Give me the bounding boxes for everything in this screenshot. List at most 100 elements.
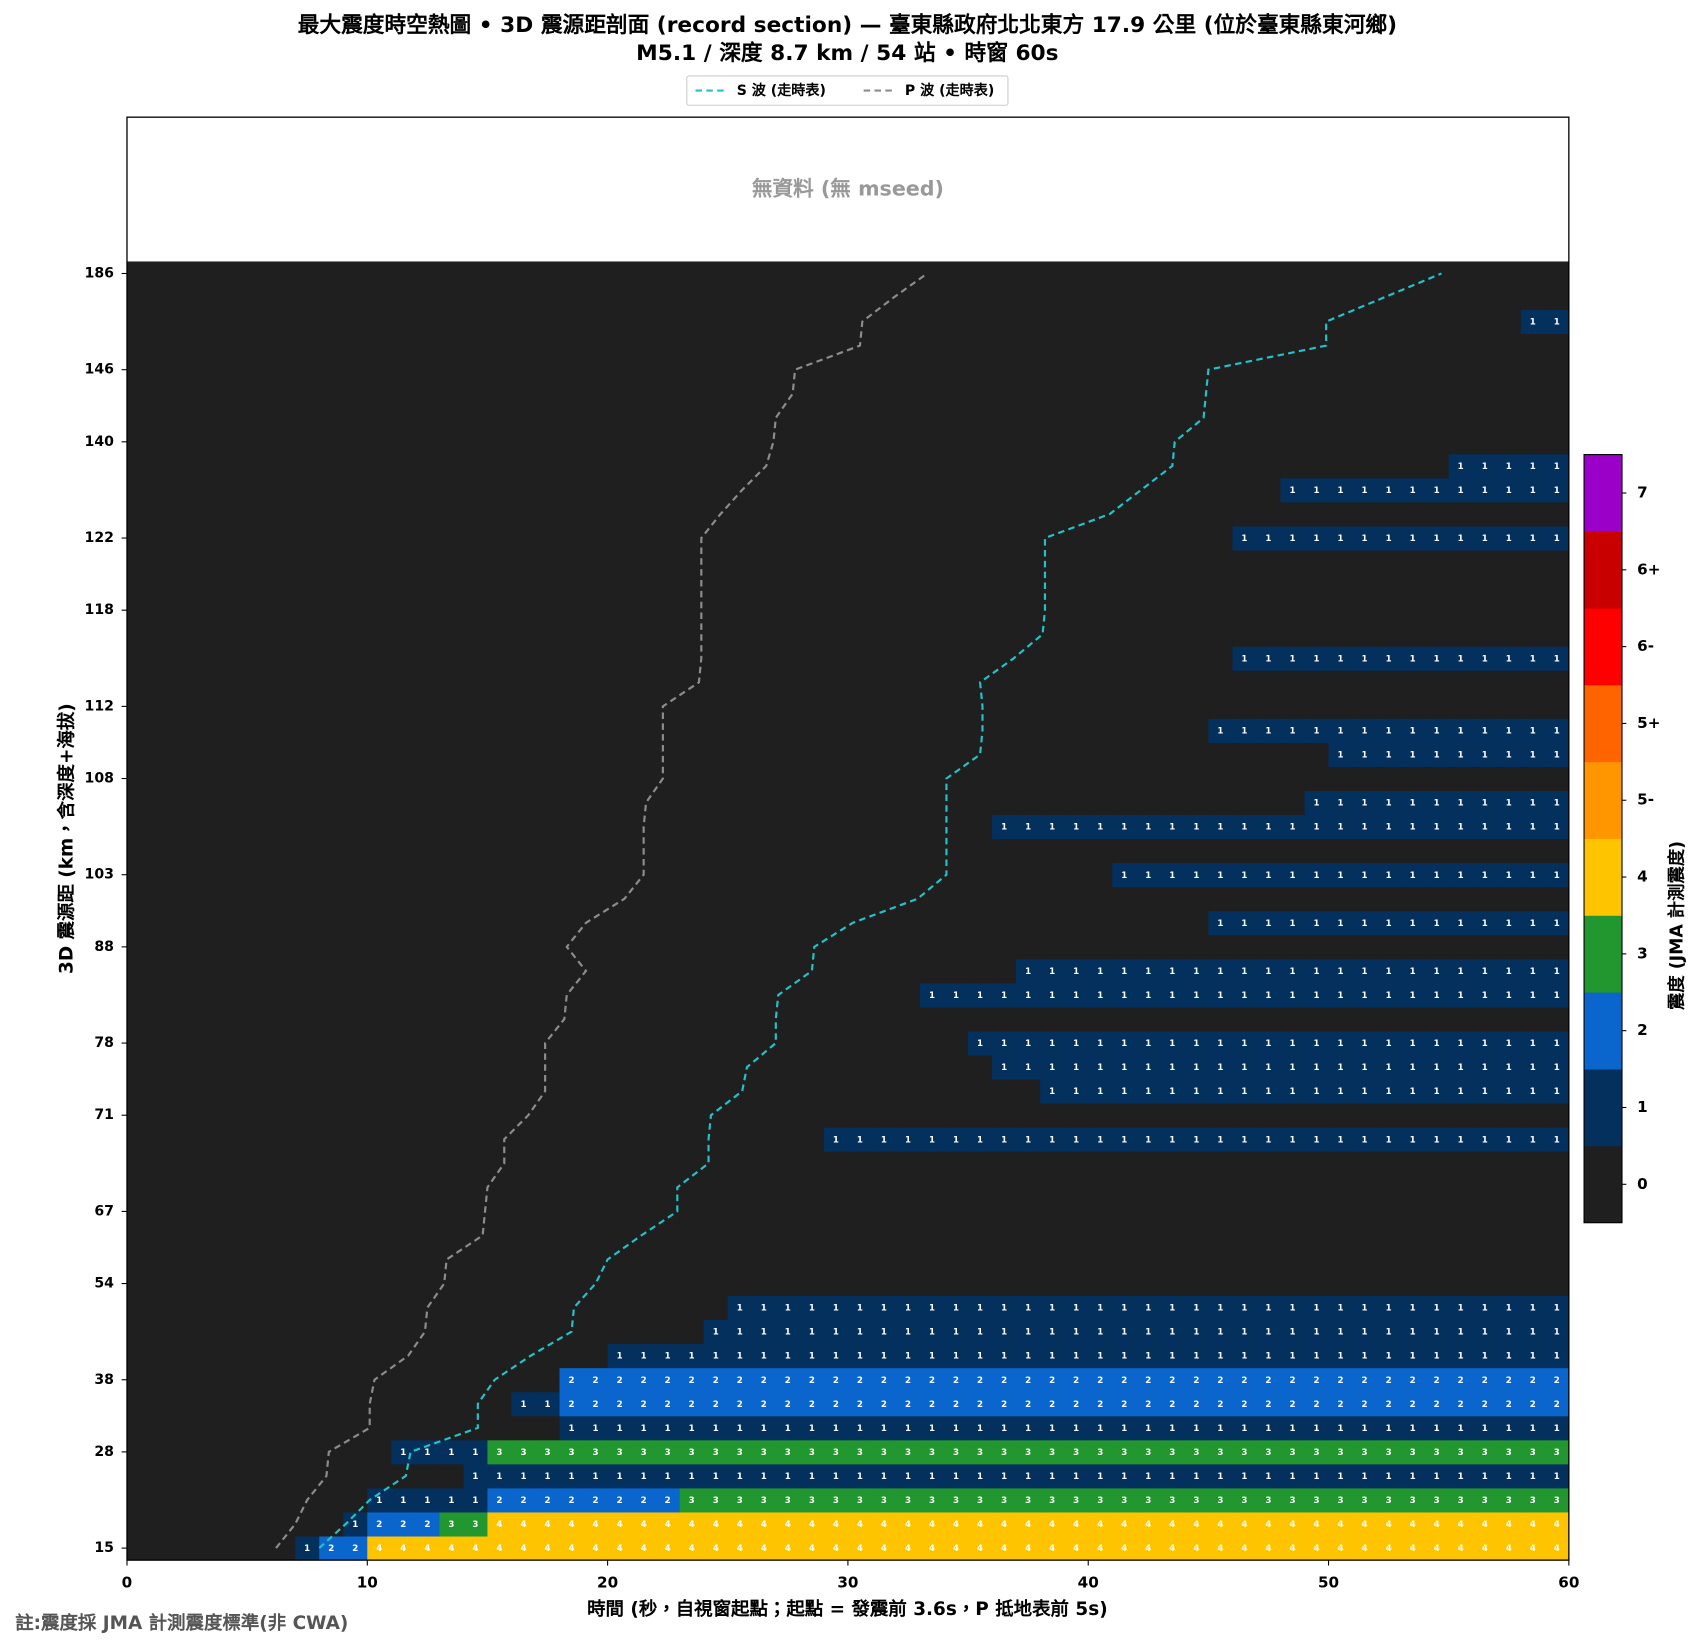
heat-cell bbox=[1400, 1439, 1426, 1465]
heat-cell bbox=[751, 622, 777, 647]
heat-cell bbox=[343, 1487, 368, 1513]
heat-cell bbox=[1256, 357, 1281, 383]
heat-cell bbox=[1496, 1031, 1522, 1056]
heat-cell bbox=[1232, 526, 1257, 551]
heat-cell bbox=[1208, 477, 1233, 503]
cell-label: 1 bbox=[1265, 1352, 1271, 1362]
cell-label: 4 bbox=[1410, 1520, 1416, 1530]
heat-cell bbox=[968, 982, 993, 1008]
cell-label: 2 bbox=[1265, 1400, 1271, 1410]
heat-cell bbox=[535, 1247, 560, 1272]
heat-cell bbox=[968, 622, 993, 647]
cell-label: 1 bbox=[1338, 1087, 1344, 1097]
x-tick-label: 10 bbox=[357, 1573, 378, 1591]
heat-cell bbox=[1376, 550, 1402, 575]
heat-cell bbox=[319, 333, 344, 359]
heat-cell bbox=[175, 501, 200, 527]
heat-cell bbox=[415, 790, 440, 816]
cell-label: 1 bbox=[1314, 967, 1320, 977]
heat-cell bbox=[1424, 1271, 1450, 1297]
heat-cell bbox=[1040, 1343, 1065, 1369]
heat-cell bbox=[343, 1463, 368, 1489]
heat-cell bbox=[1112, 910, 1137, 936]
heat-cell bbox=[151, 958, 176, 984]
heat-cell bbox=[367, 1487, 392, 1513]
cell-label: 4 bbox=[689, 1544, 695, 1554]
cell-label: 1 bbox=[1217, 1328, 1223, 1338]
heat-cell bbox=[1232, 1175, 1257, 1200]
heat-cell bbox=[463, 1512, 488, 1537]
heat-cell bbox=[511, 309, 536, 335]
heat-cell bbox=[1544, 958, 1570, 984]
heat-cell bbox=[175, 1391, 200, 1417]
heat-cell bbox=[655, 1055, 681, 1080]
heat-cell bbox=[1352, 1536, 1378, 1561]
heat-cell bbox=[1496, 501, 1522, 527]
cell-label: 1 bbox=[1073, 823, 1079, 833]
heat-cell bbox=[1016, 694, 1041, 719]
cell-label: 1 bbox=[1289, 871, 1295, 881]
cell-label: 3 bbox=[953, 1448, 959, 1458]
cell-label: 1 bbox=[1530, 726, 1536, 736]
heat-cell bbox=[559, 1271, 585, 1297]
heat-cell bbox=[367, 1127, 392, 1152]
heat-cell bbox=[151, 501, 176, 527]
heat-cell bbox=[439, 429, 464, 455]
heat-cell bbox=[1064, 1055, 1089, 1080]
heat-cell bbox=[631, 1439, 657, 1465]
heat-cell bbox=[847, 1271, 873, 1297]
cell-label: 1 bbox=[1482, 1087, 1488, 1097]
heat-cell bbox=[1184, 1536, 1209, 1561]
heat-cell bbox=[559, 405, 585, 431]
heat-cell bbox=[799, 285, 825, 310]
heat-cell bbox=[247, 1247, 272, 1272]
heat-cell bbox=[463, 1175, 488, 1200]
cell-label: 1 bbox=[1458, 462, 1464, 472]
cell-label: 1 bbox=[881, 1304, 887, 1314]
cell-label: 1 bbox=[1314, 1328, 1320, 1338]
cell-label: 4 bbox=[1145, 1544, 1151, 1554]
cell-label: 1 bbox=[1362, 534, 1368, 544]
heat-cell bbox=[1496, 862, 1522, 888]
cell-label: 1 bbox=[1241, 726, 1247, 736]
cell-label: 1 bbox=[1410, 1352, 1416, 1362]
heat-cell bbox=[607, 1031, 633, 1056]
heat-cell bbox=[823, 1439, 849, 1465]
heat-cell bbox=[679, 477, 705, 503]
heat-cell bbox=[535, 1367, 560, 1393]
cell-label: 2 bbox=[1241, 1400, 1247, 1410]
heat-cell bbox=[1520, 958, 1546, 984]
heat-cell bbox=[992, 1536, 1017, 1561]
heat-cell bbox=[1376, 261, 1402, 286]
heat-cell bbox=[1256, 646, 1281, 671]
heat-cell bbox=[151, 862, 176, 888]
cell-label: 2 bbox=[1073, 1376, 1079, 1386]
cell-label: 1 bbox=[665, 1352, 671, 1362]
cell-label: 1 bbox=[1073, 1304, 1079, 1314]
x-tick-label: 30 bbox=[837, 1573, 858, 1591]
heat-cell bbox=[823, 1055, 849, 1080]
heat-cell bbox=[655, 1151, 681, 1176]
heat-cell bbox=[1232, 429, 1257, 455]
heat-cell bbox=[1424, 670, 1450, 695]
heat-cell bbox=[391, 670, 416, 695]
heat-cell bbox=[1352, 1055, 1378, 1080]
heat-cell bbox=[920, 1391, 945, 1417]
cell-label: 4 bbox=[1458, 1544, 1464, 1554]
cell-label: 1 bbox=[1458, 919, 1464, 929]
heat-cell bbox=[1112, 598, 1137, 623]
heat-cell bbox=[1304, 550, 1329, 575]
heat-cell bbox=[679, 694, 705, 719]
cell-label: 1 bbox=[1241, 654, 1247, 664]
heat-cell bbox=[1088, 1319, 1113, 1345]
heat-cell bbox=[992, 1295, 1017, 1321]
cell-label: 1 bbox=[1025, 1063, 1031, 1073]
cell-label: 2 bbox=[1434, 1376, 1440, 1386]
heat-cell bbox=[415, 1512, 440, 1537]
cell-label: 1 bbox=[1001, 1304, 1007, 1314]
heat-cell bbox=[1328, 1247, 1354, 1272]
heat-cell bbox=[607, 1415, 633, 1441]
heat-cell bbox=[992, 694, 1017, 719]
cell-label: 3 bbox=[1362, 1496, 1368, 1506]
cell-label: 4 bbox=[737, 1544, 743, 1554]
